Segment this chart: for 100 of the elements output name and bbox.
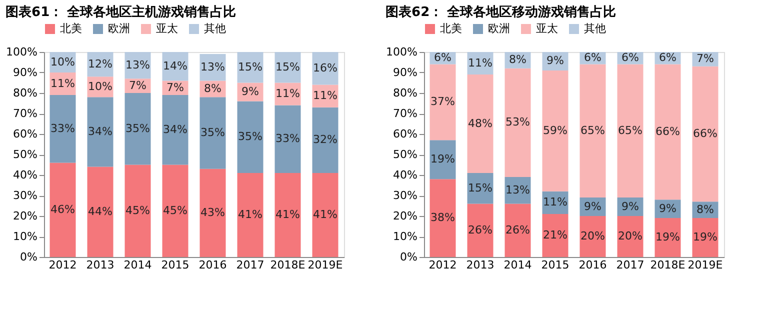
- bar: [124, 164, 151, 257]
- x-tick-label: 2012: [428, 258, 457, 272]
- y-tick-label: 70%: [393, 107, 418, 120]
- bar: [87, 97, 114, 167]
- data-label: 7%: [166, 80, 184, 94]
- bar: [237, 172, 264, 257]
- data-label: 33%: [50, 122, 75, 135]
- data-label: 45%: [163, 204, 188, 217]
- bar: [467, 74, 494, 173]
- data-label: 53%: [506, 116, 530, 129]
- data-label: 9%: [242, 84, 259, 98]
- data-label: 26%: [468, 223, 492, 236]
- bar: [237, 101, 264, 173]
- bar: [87, 166, 114, 257]
- data-label: 19%: [656, 230, 680, 244]
- data-label: 7%: [696, 52, 714, 66]
- y-tick-label: 60%: [393, 128, 418, 140]
- data-label: 19%: [430, 152, 455, 166]
- legend-label: 北美: [440, 22, 462, 35]
- bar: [617, 216, 644, 257]
- x-tick-label: 2015: [161, 258, 190, 272]
- legend-label: 欧洲: [488, 22, 510, 35]
- y-tick-label: 80%: [13, 86, 38, 100]
- data-label: 19%: [693, 230, 718, 244]
- data-label: 13%: [200, 60, 225, 74]
- x-tick-label: 2014: [504, 258, 532, 272]
- y-tick-label: 100%: [386, 46, 418, 58]
- y-tick-label: 0%: [400, 250, 418, 264]
- data-label: 8%: [509, 53, 526, 66]
- data-label: 16%: [313, 61, 338, 74]
- bar: [274, 172, 301, 257]
- data-label: 41%: [313, 208, 338, 221]
- data-label: 6%: [434, 51, 452, 64]
- data-label: 59%: [543, 124, 568, 137]
- data-label: 9%: [622, 200, 639, 213]
- bar: [504, 68, 531, 178]
- bar: [430, 64, 456, 140]
- bar: [162, 95, 188, 165]
- x-tick-label: 2016: [578, 258, 607, 272]
- bar: [580, 64, 606, 198]
- bar: [580, 216, 606, 257]
- data-label: 11%: [313, 89, 338, 102]
- legend-label: 亚太: [156, 22, 178, 35]
- data-label: 11%: [543, 196, 568, 209]
- bar: [312, 107, 338, 173]
- data-label: 44%: [88, 204, 112, 218]
- data-label: 35%: [200, 126, 225, 139]
- bar: [692, 66, 718, 202]
- data-label: 14%: [163, 59, 188, 72]
- chart-title: 图表61： 全球各地区主机游戏销售占比: [6, 4, 236, 20]
- x-tick-label: 2013: [466, 258, 494, 272]
- x-tick-label: 2015: [541, 258, 570, 272]
- chart-title: 图表62： 全球各地区移动游戏销售占比: [386, 4, 616, 20]
- data-label: 34%: [163, 122, 188, 136]
- data-label: 15%: [276, 60, 300, 74]
- data-label: 10%: [50, 55, 75, 68]
- bar: [124, 93, 151, 165]
- bar: [312, 52, 338, 85]
- bar: [200, 168, 226, 257]
- bar: [654, 218, 681, 257]
- data-label: 15%: [468, 181, 492, 194]
- bar: [50, 95, 76, 163]
- y-tick-label: 0%: [20, 250, 38, 264]
- y-tick-label: 30%: [13, 189, 38, 202]
- bar: [692, 218, 718, 257]
- y-tick-label: 70%: [13, 107, 38, 120]
- y-tick-label: 20%: [393, 210, 418, 222]
- data-label: 6%: [584, 51, 602, 64]
- data-label: 15%: [238, 60, 262, 74]
- bar: [654, 64, 681, 200]
- data-label: 37%: [430, 95, 455, 108]
- data-label: 48%: [468, 116, 492, 130]
- data-label: 11%: [50, 76, 75, 90]
- data-label: 9%: [659, 202, 676, 215]
- bar: [162, 164, 188, 257]
- data-label: 21%: [543, 228, 568, 242]
- bar: [50, 162, 76, 257]
- data-label: 41%: [276, 208, 300, 221]
- data-label: 66%: [656, 124, 680, 138]
- bar: [430, 179, 456, 257]
- data-label: 38%: [430, 211, 455, 224]
- data-label: 26%: [506, 223, 530, 236]
- legend-label: 北美: [60, 22, 82, 35]
- y-tick-label: 30%: [393, 189, 418, 202]
- y-tick-label: 40%: [393, 168, 418, 182]
- data-label: 7%: [129, 78, 146, 92]
- y-tick-label: 10%: [393, 230, 418, 243]
- data-label: 11%: [276, 87, 300, 100]
- x-tick-label: 2012: [48, 258, 77, 272]
- bar: [617, 64, 644, 198]
- x-tick-label: 2017: [236, 258, 264, 272]
- bar: [200, 97, 226, 169]
- data-label: 46%: [50, 202, 75, 216]
- data-label: 20%: [618, 230, 642, 242]
- data-label: 66%: [693, 127, 718, 140]
- data-label: 13%: [506, 183, 530, 196]
- y-tick-label: 90%: [393, 66, 418, 79]
- y-tick-label: 50%: [13, 148, 38, 161]
- legend-label: 其他: [584, 22, 606, 35]
- bar: [430, 140, 456, 180]
